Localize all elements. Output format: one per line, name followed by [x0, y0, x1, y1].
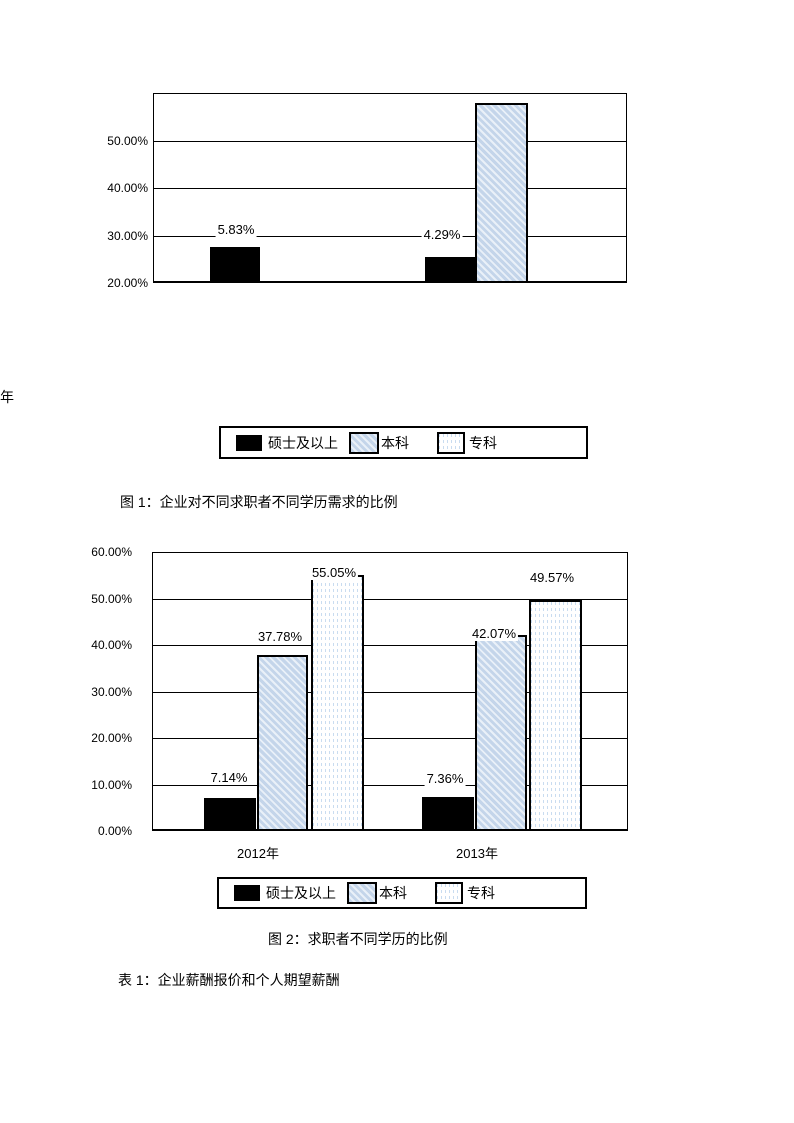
legend-label-college: 专科 — [469, 434, 497, 451]
legend-swatch-master-black — [236, 434, 262, 451]
figure1-legend: 硕士及以上 本科 专科 — [219, 426, 588, 459]
legend-swatch-college-dot — [437, 431, 465, 454]
data-label: 7.36% — [424, 771, 466, 786]
bar-black — [425, 257, 477, 283]
plot-area — [152, 552, 628, 831]
data-label: 55.05% — [309, 565, 359, 580]
legend-label-bachelor: 本科 — [379, 885, 407, 901]
figure1-caption: 图 1：企业对不同求职者不同学历需求的比例 — [120, 494, 398, 510]
legend-swatch-bachelor-hatch — [349, 431, 379, 454]
bar-hatch — [257, 655, 308, 831]
data-label: 5.83% — [215, 222, 257, 237]
gridline — [153, 692, 627, 693]
bar-hatch — [475, 635, 527, 831]
category-label: 2012年 — [237, 846, 279, 861]
bar-hatch — [475, 103, 528, 283]
data-label: 4.29% — [421, 227, 463, 242]
gridline — [153, 785, 627, 786]
data-label: 7.14% — [208, 770, 250, 785]
legend-swatch-bachelor-hatch — [347, 882, 377, 904]
data-label: 37.78% — [255, 629, 305, 644]
gridline — [154, 236, 626, 237]
gridline — [154, 188, 626, 189]
legend-label-college: 专科 — [467, 885, 495, 901]
bar-black — [210, 247, 260, 283]
y-tick-label: 50.00% — [107, 134, 148, 148]
legend-label-master: 硕士及以上 — [268, 434, 338, 451]
gridline — [153, 599, 627, 600]
legend-swatch-college-dot — [435, 882, 463, 904]
bar-black — [204, 798, 256, 831]
y-tick-label: 30.00% — [107, 229, 148, 243]
plot-area — [153, 93, 627, 283]
y-tick-label: 20.00% — [91, 731, 132, 745]
gridline — [153, 645, 627, 646]
y-tick-label: 40.00% — [107, 181, 148, 195]
data-label: 49.57% — [527, 570, 577, 585]
bar-dot — [529, 600, 582, 831]
legend-label-master: 硕士及以上 — [266, 885, 336, 901]
bar-black — [422, 797, 474, 831]
category-label: 2013年 — [456, 846, 498, 861]
y-tick-label: 40.00% — [91, 638, 132, 652]
y-tick-label: 30.00% — [91, 685, 132, 699]
figure2-caption: 图 2：求职者不同学历的比例 — [268, 931, 448, 947]
y-tick-label: 0.00% — [97, 824, 132, 838]
gridline — [154, 141, 626, 142]
table1-caption: 表 1：企业薪酬报价和个人期望薪酬 — [118, 972, 340, 988]
data-label: 42.07% — [469, 626, 519, 641]
y-tick-label: 60.00% — [91, 545, 132, 559]
y-tick-label: 10.00% — [91, 778, 132, 792]
bar-dot — [311, 575, 364, 831]
y-tick-label: 20.00% — [107, 276, 148, 290]
y-tick-label: 50.00% — [91, 592, 132, 606]
gridline — [153, 738, 627, 739]
figure2-legend: 硕士及以上 本科 专科 — [217, 877, 587, 909]
legend-swatch-master-black — [234, 885, 260, 901]
legend-label-bachelor: 本科 — [381, 434, 409, 451]
stray-year-text: 年 — [0, 389, 14, 405]
